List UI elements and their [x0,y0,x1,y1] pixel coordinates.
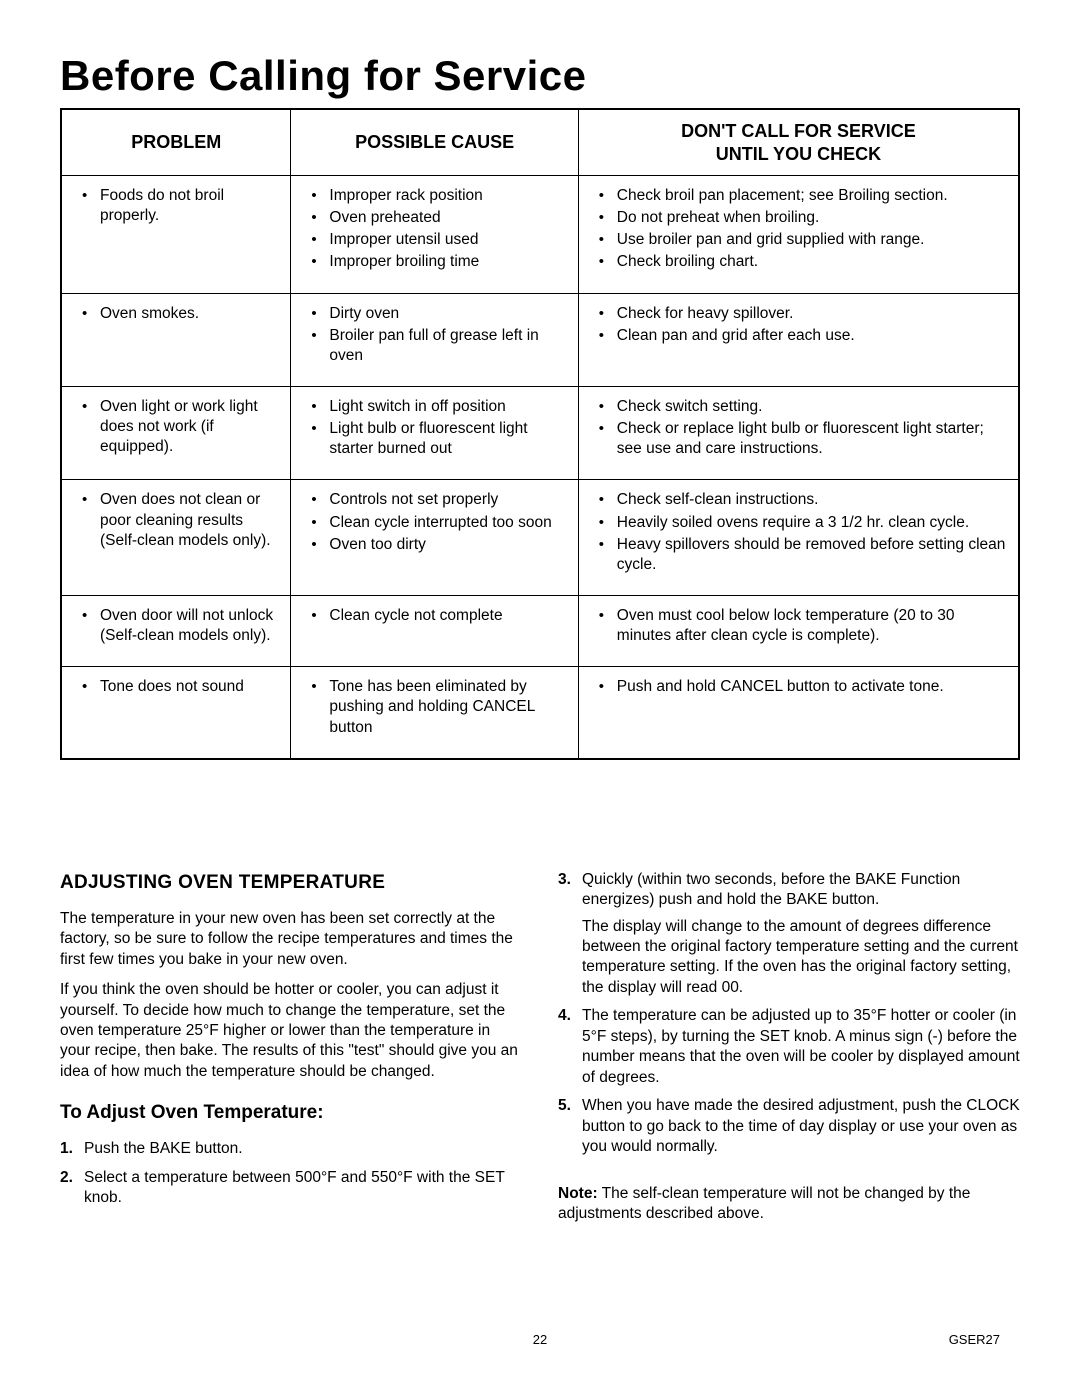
cell-check: Check switch setting.Check or replace li… [578,386,1019,479]
list-item: Clean cycle interrupted too soon [301,513,567,533]
lower-section: ADJUSTING OVEN TEMPERATURE The temperatu… [60,870,1020,1235]
step-number: 2. [60,1168,73,1188]
list-item: Check broiling chart. [589,252,1008,272]
step-item: 3. Quickly (within two seconds, before th… [558,870,1020,999]
list-item: Oven preheated [301,208,567,228]
page-footer: 22 GSER27 [0,1332,1080,1347]
step-text: Quickly (within two seconds, before the … [582,871,960,908]
cell-cause: Clean cycle not complete [291,595,578,666]
list-item: Oven does not clean or poor cleaning res… [72,490,280,550]
list-item: Check broil pan placement; see Broiling … [589,186,1008,206]
list-item: Light bulb or fluorescent light starter … [301,419,567,459]
list-item: Improper rack position [301,186,567,206]
cell-check: Oven must cool below lock temperature (2… [578,595,1019,666]
list-item: Oven light or work light does not work (… [72,397,280,457]
left-steps: 1. Push the BAKE button. 2. Select a temper… [60,1139,522,1208]
table-row: Oven does not clean or poor cleaning res… [61,480,1019,596]
table-row: Oven smokes. Dirty ovenBroiler pan full o… [61,293,1019,386]
step-text: The temperature can be adjusted up to 35… [582,1007,1020,1085]
cell-check: Push and hold CANCEL button to activate … [578,667,1019,759]
cell-problem: Oven does not clean or poor cleaning res… [61,480,291,596]
list-item: Improper broiling time [301,252,567,272]
header-problem: PROBLEM [61,109,291,176]
list-item: Oven too dirty [301,535,567,555]
cell-problem: Oven smokes. [61,293,291,386]
left-column: ADJUSTING OVEN TEMPERATURE The temperatu… [60,870,522,1235]
cell-check: Check self-clean instructions. Heavily so… [578,480,1019,596]
step-text: Push the BAKE button. [84,1140,243,1157]
list-item: Heavy spillovers should be removed befor… [589,535,1008,575]
list-item: Check switch setting. [589,397,1008,417]
list-item: Tone has been eliminated by pushing and … [301,677,567,737]
list-item: Check for heavy spillover. [589,304,1008,324]
note-paragraph: Note: The self-clean temperature will no… [558,1184,1020,1225]
table-row: Tone does not sound Tone has been elimina… [61,667,1019,759]
cell-check: Check for heavy spillover.Clean pan and … [578,293,1019,386]
list-item: Dirty oven [301,304,567,324]
table-row: Oven light or work light does not work (… [61,386,1019,479]
header-check: DON'T CALL FOR SERVICE UNTIL YOU CHECK [578,109,1019,176]
table-body: Foods do not broil properly. Improper rac… [61,176,1019,759]
step-number: 3. [558,870,571,890]
note-text: The self-clean temperature will not be c… [558,1185,970,1222]
cell-cause: Tone has been eliminated by pushing and … [291,667,578,759]
cell-cause: Light switch in off positionLight bulb o… [291,386,578,479]
list-item: Improper utensil used [301,230,567,250]
step-number: 1. [60,1139,73,1159]
header-check-line1: DON'T CALL FOR SERVICE [681,121,916,141]
cell-cause: Controls not set properly Clean cycle int… [291,480,578,596]
list-item: Do not preheat when broiling. [589,208,1008,228]
step-item: 5. When you have made the desired adjustm… [558,1096,1020,1157]
adjust-para2: If you think the oven should be hotter o… [60,980,522,1082]
list-item: Oven must cool below lock temperature (2… [589,606,1008,646]
list-item: Check self-clean instructions. [589,490,1008,510]
list-item: Tone does not sound [72,677,280,697]
list-item: Clean pan and grid after each use. [589,326,1008,346]
cell-cause: Dirty ovenBroiler pan full of grease lef… [291,293,578,386]
right-column: 3. Quickly (within two seconds, before th… [558,870,1020,1235]
table-header-row: PROBLEM POSSIBLE CAUSE DON'T CALL FOR SE… [61,109,1019,176]
cell-cause: Improper rack positionOven preheatedImpr… [291,176,578,294]
step-text: When you have made the desired adjustmen… [582,1097,1020,1155]
adjust-para1: The temperature in your new oven has bee… [60,909,522,970]
list-item: Heavily soiled ovens require a 3 1/2 hr.… [589,513,1008,533]
cell-problem: Oven light or work light does not work (… [61,386,291,479]
step-item: 4. The temperature can be adjusted up to … [558,1006,1020,1088]
list-item: Controls not set properly [301,490,567,510]
list-item: Check or replace light bulb or fluoresce… [589,419,1008,459]
page-title: Before Calling for Service [60,52,1020,100]
header-check-line2: UNTIL YOU CHECK [716,144,881,164]
header-cause: POSSIBLE CAUSE [291,109,578,176]
list-item: Use broiler pan and grid supplied with r… [589,230,1008,250]
list-item: Light switch in off position [301,397,567,417]
note-label: Note: [558,1185,598,1202]
step-item: 2. Select a temperature between 500°F and… [60,1168,522,1209]
step-text: Select a temperature between 500°F and 5… [84,1169,505,1206]
step-number: 4. [558,1006,571,1026]
list-item: Foods do not broil properly. [72,186,280,226]
adjust-heading: ADJUSTING OVEN TEMPERATURE [60,870,522,895]
cell-check: Check broil pan placement; see Broiling … [578,176,1019,294]
right-steps: 3. Quickly (within two seconds, before th… [558,870,1020,1158]
cell-problem: Oven door will not unlock (Self-clean mo… [61,595,291,666]
step-number: 5. [558,1096,571,1116]
page-number: 22 [533,1332,547,1347]
list-item: Push and hold CANCEL button to activate … [589,677,1008,697]
list-item: Oven smokes. [72,304,280,324]
adjust-subheading: To Adjust Oven Temperature: [60,1100,522,1125]
model-code: GSER27 [949,1332,1000,1347]
troubleshooting-table: PROBLEM POSSIBLE CAUSE DON'T CALL FOR SE… [60,108,1020,760]
list-item: Broiler pan full of grease left in oven [301,326,567,366]
table-row: Oven door will not unlock (Self-clean mo… [61,595,1019,666]
list-item: Clean cycle not complete [301,606,567,626]
step-subtext: The display will change to the amount of… [582,917,1020,999]
cell-problem: Foods do not broil properly. [61,176,291,294]
list-item: Oven door will not unlock (Self-clean mo… [72,606,280,646]
step-item: 1. Push the BAKE button. [60,1139,522,1159]
table-row: Foods do not broil properly. Improper rac… [61,176,1019,294]
cell-problem: Tone does not sound [61,667,291,759]
